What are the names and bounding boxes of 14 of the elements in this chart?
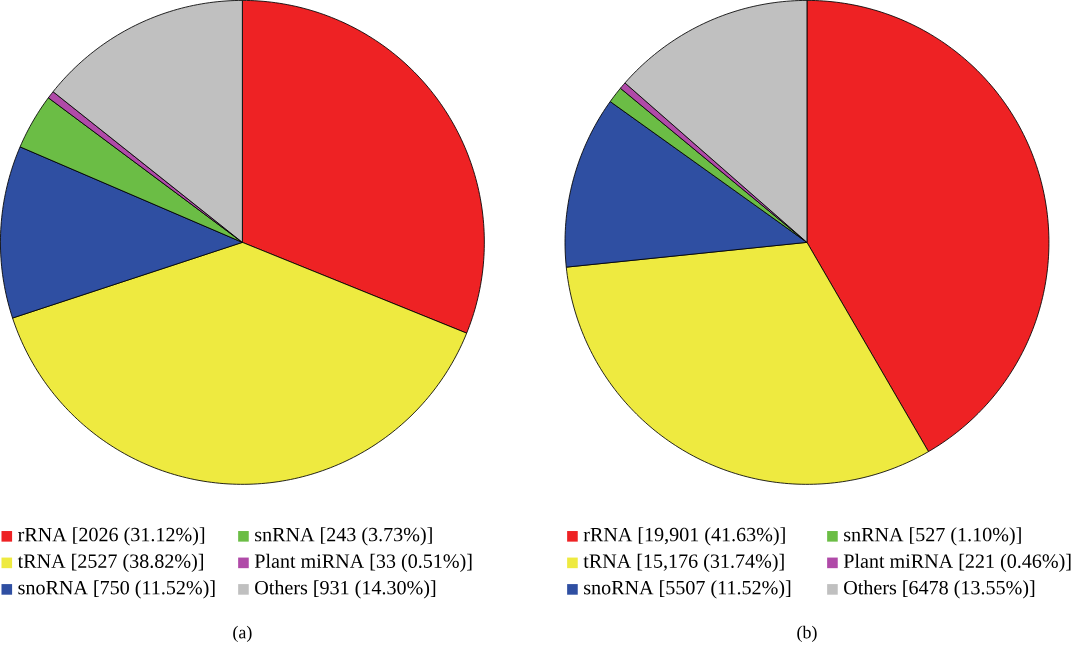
legend-label: tRNA [2527 (38.82%)] <box>17 553 203 573</box>
legend-label: snoRNA [750 (11.52%)] <box>18 580 215 599</box>
legend-label: snRNA [243 (3.73%)] <box>255 527 432 546</box>
legend-label: Others [6478 (13.55%)] <box>844 580 1035 599</box>
text: (a) <box>233 625 252 643</box>
legend-label: Others [931 (14.30%)] <box>255 580 436 599</box>
legend-label: rRNA [19,901 (41.63%)] <box>583 527 785 546</box>
legend-label: rRNA [2026 (31.12%)] <box>18 527 205 546</box>
legend-label: Plant miRNA [33 (0.51%)] <box>254 553 472 573</box>
legend-label: snoRNA [5507 (11.52%)] <box>584 580 791 599</box>
text: (b) <box>797 625 817 643</box>
legend-label: Plant miRNA [221 (0.46%)] <box>843 553 1071 573</box>
legend-label: snRNA [527 (1.10%)] <box>844 527 1021 546</box>
legend-label: tRNA [15,176 (31.74%)] <box>583 553 784 573</box>
